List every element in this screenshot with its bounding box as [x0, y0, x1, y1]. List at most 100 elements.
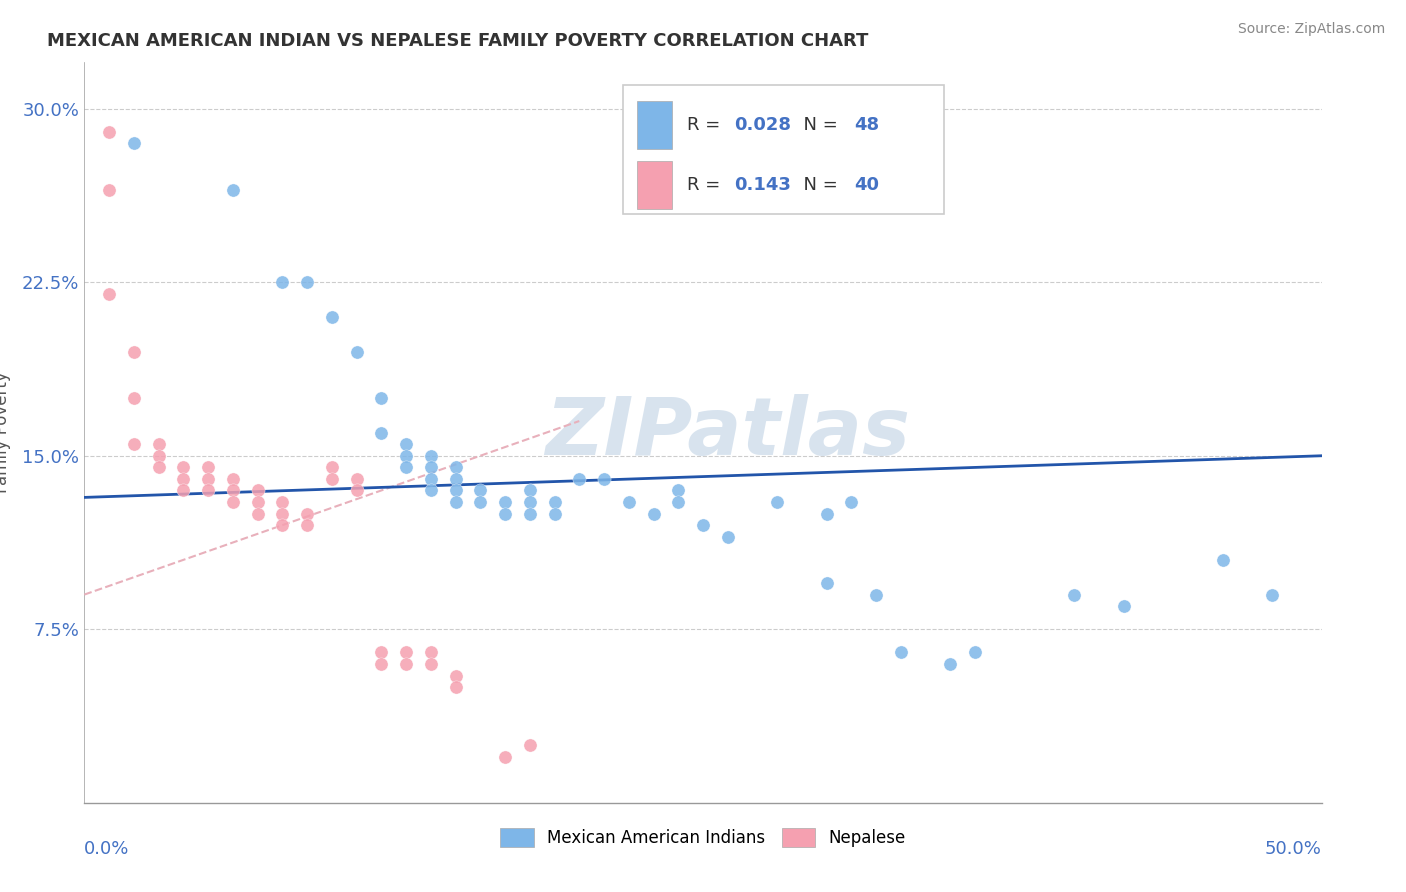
Point [666, 483, 689, 498]
Point [370, 645, 392, 659]
Point [1063, 588, 1085, 602]
Point [321, 472, 343, 486]
Point [222, 472, 245, 486]
Point [766, 495, 789, 509]
Point [419, 472, 441, 486]
Point [890, 645, 912, 659]
Point [222, 495, 245, 509]
Point [395, 449, 418, 463]
Point [271, 275, 294, 289]
Point [815, 507, 838, 521]
Point [494, 749, 516, 764]
Point [172, 483, 194, 498]
Point [122, 136, 145, 151]
Point [395, 657, 418, 671]
Point [395, 460, 418, 475]
Point [172, 472, 194, 486]
Point [470, 483, 492, 498]
Point [1212, 553, 1234, 567]
Point [841, 495, 863, 509]
Point [865, 588, 887, 602]
Point [692, 518, 714, 533]
Text: 40: 40 [853, 176, 879, 194]
Text: 0.0%: 0.0% [84, 840, 129, 858]
Point [246, 495, 269, 509]
Point [148, 460, 170, 475]
Point [271, 518, 294, 533]
Text: 0.143: 0.143 [734, 176, 790, 194]
Point [543, 495, 565, 509]
Point [444, 472, 467, 486]
Point [519, 738, 541, 752]
Text: R =: R = [688, 176, 731, 194]
Point [470, 495, 492, 509]
Point [419, 657, 441, 671]
Point [494, 507, 516, 521]
Text: 50.0%: 50.0% [1265, 840, 1322, 858]
Point [271, 495, 294, 509]
Point [321, 310, 343, 324]
Point [593, 472, 616, 486]
Point [197, 483, 219, 498]
Legend: Mexican American Indians, Nepalese: Mexican American Indians, Nepalese [494, 822, 912, 854]
FancyBboxPatch shape [637, 161, 672, 209]
Point [346, 472, 368, 486]
Point [444, 495, 467, 509]
Point [295, 275, 318, 289]
Point [395, 645, 418, 659]
Point [419, 460, 441, 475]
Point [568, 472, 591, 486]
Y-axis label: Family Poverty: Family Poverty [0, 372, 11, 493]
Point [148, 437, 170, 451]
Point [346, 344, 368, 359]
Point [98, 286, 121, 301]
Point [395, 437, 418, 451]
Text: N =: N = [792, 176, 844, 194]
Point [370, 391, 392, 405]
Point [98, 183, 121, 197]
Point [1261, 588, 1284, 602]
Point [246, 483, 269, 498]
Point [148, 449, 170, 463]
Point [197, 460, 219, 475]
Point [717, 530, 740, 544]
Point [370, 657, 392, 671]
Point [271, 507, 294, 521]
Point [222, 183, 245, 197]
Point [419, 483, 441, 498]
Point [419, 449, 441, 463]
Point [172, 460, 194, 475]
Point [444, 460, 467, 475]
Point [346, 483, 368, 498]
Point [444, 483, 467, 498]
Point [444, 680, 467, 694]
Point [419, 645, 441, 659]
Text: N =: N = [792, 116, 844, 135]
Point [122, 391, 145, 405]
Point [519, 483, 541, 498]
Point [1112, 599, 1135, 614]
Point [939, 657, 962, 671]
Text: Source: ZipAtlas.com: Source: ZipAtlas.com [1237, 22, 1385, 37]
Point [370, 425, 392, 440]
Point [122, 344, 145, 359]
Point [519, 507, 541, 521]
Point [98, 125, 121, 139]
Point [965, 645, 987, 659]
Point [444, 668, 467, 682]
Point [246, 507, 269, 521]
Text: R =: R = [688, 116, 725, 135]
Point [543, 507, 565, 521]
Text: 48: 48 [853, 116, 879, 135]
FancyBboxPatch shape [637, 102, 672, 150]
Point [295, 518, 318, 533]
Point [815, 576, 838, 591]
Point [617, 495, 640, 509]
Point [295, 507, 318, 521]
Point [197, 472, 219, 486]
Text: 0.028: 0.028 [734, 116, 792, 135]
Point [122, 437, 145, 451]
Point [643, 507, 665, 521]
Text: MEXICAN AMERICAN INDIAN VS NEPALESE FAMILY POVERTY CORRELATION CHART: MEXICAN AMERICAN INDIAN VS NEPALESE FAMI… [48, 32, 869, 50]
Point [222, 483, 245, 498]
